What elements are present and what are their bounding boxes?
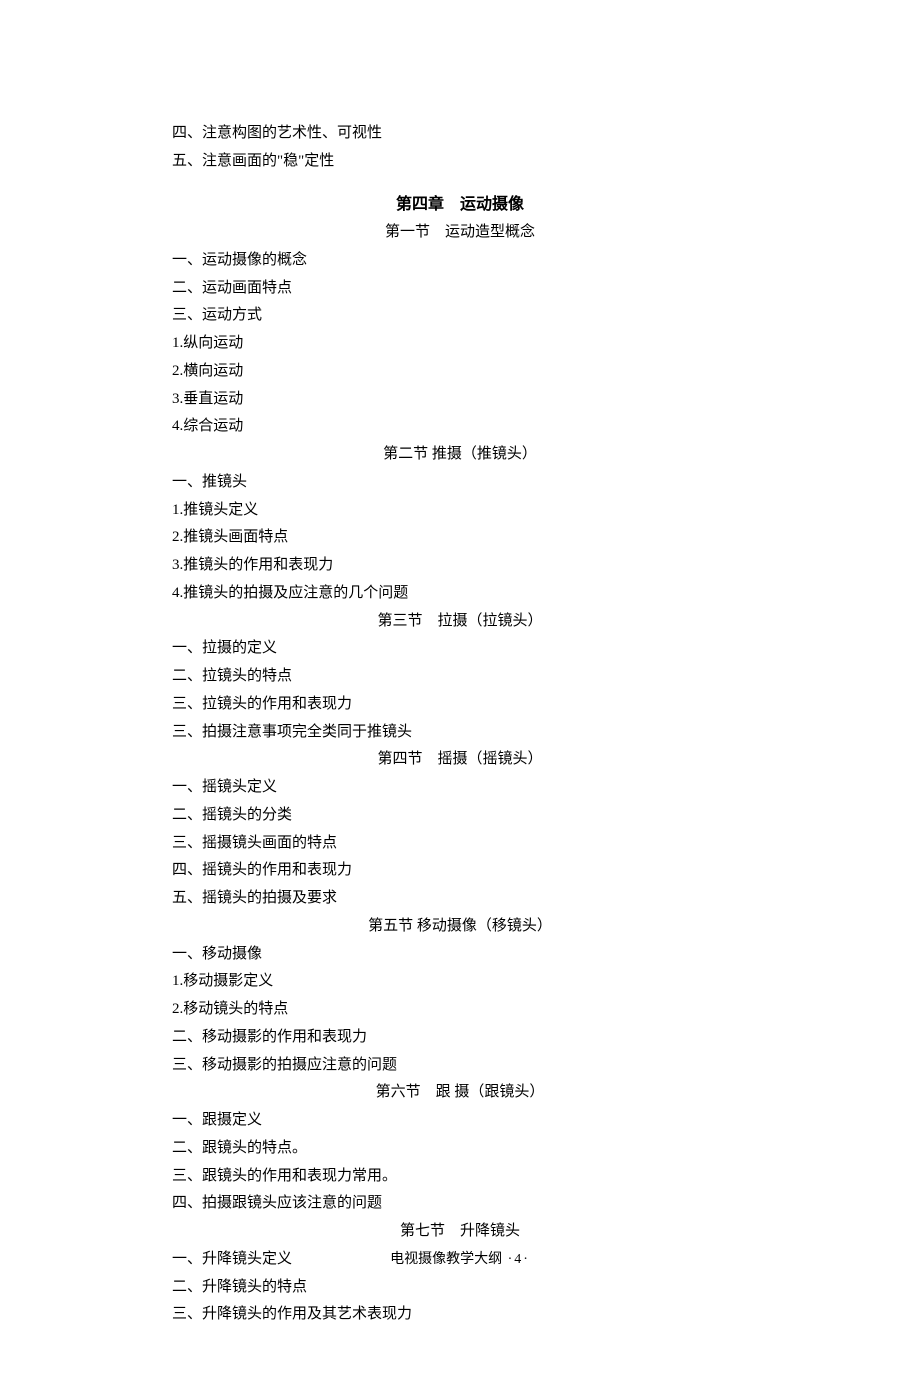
outline-line: 1.推镜头定义 — [172, 497, 748, 525]
outline-line: 二、运动画面特点 — [172, 275, 748, 303]
outline-line: 一、运动摄像的概念 — [172, 247, 748, 275]
section-title: 第三节 拉摄（拉镜头） — [172, 608, 748, 636]
outline-line: 三、拍摄注意事项完全类同于推镜头 — [172, 719, 748, 747]
outline-line: 四、注意构图的艺术性、可视性 — [172, 120, 748, 148]
outline-line: 四、拍摄跟镜头应该注意的问题 — [172, 1190, 748, 1218]
outline-line: 一、推镜头 — [172, 469, 748, 497]
outline-line: 五、摇镜头的拍摄及要求 — [172, 885, 748, 913]
outline-line: 3.垂直运动 — [172, 386, 748, 414]
outline-line: 3.推镜头的作用和表现力 — [172, 552, 748, 580]
section-title: 第七节 升降镜头 — [172, 1218, 748, 1246]
outline-line: 2.移动镜头的特点 — [172, 996, 748, 1024]
section-title: 第六节 跟 摄（跟镜头） — [172, 1079, 748, 1107]
outline-line: 三、升降镜头的作用及其艺术表现力 — [172, 1301, 748, 1329]
outline-line: 三、运动方式 — [172, 302, 748, 330]
outline-line: 二、升降镜头的特点 — [172, 1274, 748, 1302]
page-number: 4 — [514, 1252, 521, 1267]
outline-line: 四、摇镜头的作用和表现力 — [172, 857, 748, 885]
section-title: 第二节 推摄（推镜头） — [172, 441, 748, 469]
footer-dot: · — [523, 1252, 528, 1267]
document-page: 四、注意构图的艺术性、可视性 五、注意画面的"稳"定性 第四章 运动摄像 第一节… — [0, 0, 920, 1389]
outline-line: 二、移动摄影的作用和表现力 — [172, 1024, 748, 1052]
outline-line: 三、拉镜头的作用和表现力 — [172, 691, 748, 719]
section-title: 第四节 摇摄（摇镜头） — [172, 746, 748, 774]
outline-line: 一、拉摄的定义 — [172, 635, 748, 663]
outline-line: 1.纵向运动 — [172, 330, 748, 358]
outline-line: 一、移动摄像 — [172, 941, 748, 969]
footer-text: 电视摄像教学大纲 — [390, 1252, 502, 1267]
outline-line: 1.移动摄影定义 — [172, 968, 748, 996]
outline-line: 一、跟摄定义 — [172, 1107, 748, 1135]
footer-dot: · — [508, 1252, 513, 1267]
outline-line: 2.横向运动 — [172, 358, 748, 386]
outline-line: 一、摇镜头定义 — [172, 774, 748, 802]
outline-line: 五、注意画面的"稳"定性 — [172, 148, 748, 176]
chapter-title: 第四章 运动摄像 — [172, 190, 748, 220]
outline-line: 三、摇摄镜头画面的特点 — [172, 830, 748, 858]
outline-line: 二、跟镜头的特点。 — [172, 1135, 748, 1163]
outline-line: 二、摇镜头的分类 — [172, 802, 748, 830]
outline-line: 2.推镜头画面特点 — [172, 524, 748, 552]
outline-line: 4.推镜头的拍摄及应注意的几个问题 — [172, 580, 748, 608]
outline-line: 二、拉镜头的特点 — [172, 663, 748, 691]
outline-line: 三、跟镜头的作用和表现力常用。 — [172, 1163, 748, 1191]
outline-line: 4.综合运动 — [172, 413, 748, 441]
page-footer: 电视摄像教学大纲 ·4· — [0, 1248, 920, 1268]
outline-line: 三、移动摄影的拍摄应注意的问题 — [172, 1052, 748, 1080]
section-title: 第五节 移动摄像（移镜头） — [172, 913, 748, 941]
section-title: 第一节 运动造型概念 — [172, 219, 748, 247]
